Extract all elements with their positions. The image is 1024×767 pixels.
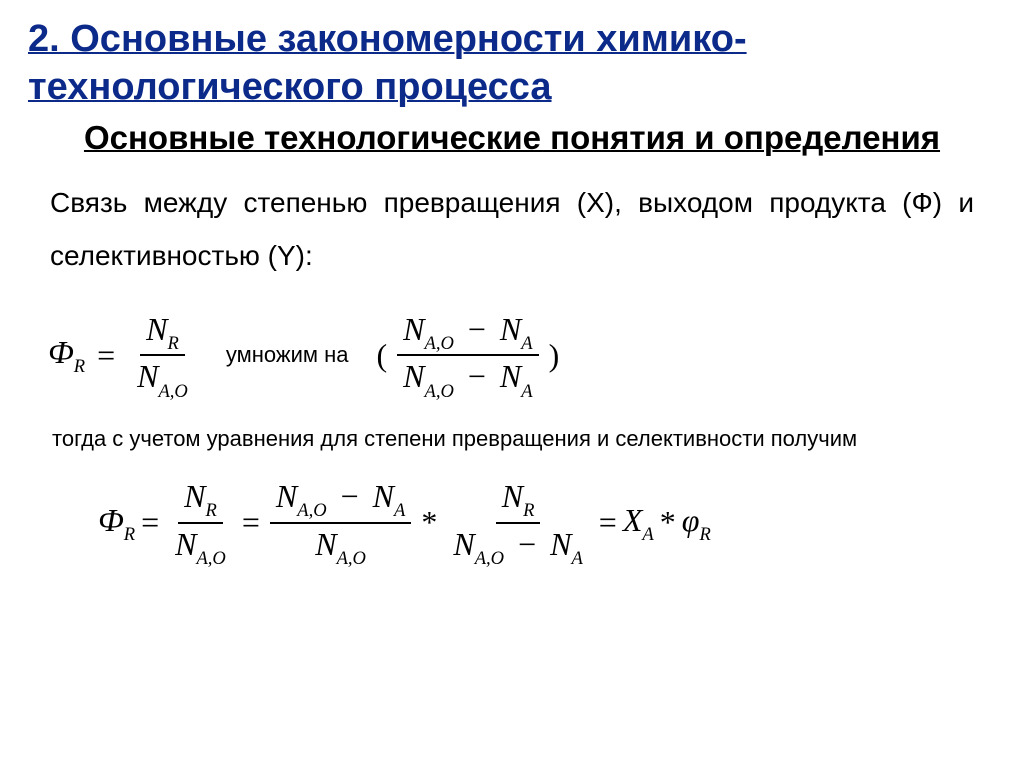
eq2-x-sym: X bbox=[623, 502, 643, 538]
eq2-frac-2: NA,O − NA NA,O bbox=[270, 478, 411, 567]
slide: 2. Основные закономерности химико-технол… bbox=[0, 0, 1024, 767]
eq2-f1-den-sym: N bbox=[175, 526, 196, 562]
phi-sub: R bbox=[74, 356, 85, 377]
fraction-1: NR NA,O bbox=[131, 311, 194, 400]
eq2-equals-2: = bbox=[236, 504, 266, 541]
frac2-den-r-sym: N bbox=[500, 358, 521, 394]
eq2-f2-num-l-sub: A,O bbox=[297, 500, 326, 521]
paren-open: ( bbox=[377, 337, 388, 374]
multiply-label: умножим на bbox=[226, 342, 349, 368]
equation-phi-r: ФR = NR NA,O bbox=[48, 311, 198, 400]
eq2-phi-sub: R bbox=[699, 524, 710, 545]
frac2-num-r-sub: A bbox=[521, 333, 532, 354]
frac2-num-r-sym: N bbox=[500, 311, 521, 347]
subtitle: Основные технологические понятия и опред… bbox=[48, 117, 976, 158]
derivation-note: тогда с учетом уравнения для степени пре… bbox=[52, 426, 986, 452]
minus-1: − bbox=[462, 311, 500, 347]
phi-symbol: Ф bbox=[48, 334, 74, 370]
eq2-equals-3: = bbox=[593, 504, 623, 541]
frac1-den-sym: N bbox=[137, 358, 158, 394]
eq2-f3-den-r-sub: A bbox=[571, 548, 582, 569]
main-title: 2. Основные закономерности химико-технол… bbox=[28, 16, 996, 111]
eq2-f2-num-l-sym: N bbox=[276, 478, 297, 514]
eq2-phi-sym: φ bbox=[682, 502, 700, 538]
eq2-f3-den-l-sub: A,O bbox=[475, 548, 504, 569]
eq2-f2-num-r-sym: N bbox=[373, 478, 394, 514]
eq2-lhs-sub: R bbox=[124, 524, 135, 545]
equation-row-2: ФR = NR NA,O = NA,O − NA NA,O * NR NA,O … bbox=[98, 478, 996, 567]
paren-close: ) bbox=[549, 337, 560, 374]
eq2-f2-den-sym: N bbox=[315, 526, 336, 562]
eq2-f2-den-sub: A,O bbox=[337, 548, 366, 569]
fraction-2: NA,O − NA NA,O − NA bbox=[397, 311, 538, 400]
eq2-f1-num-sym: N bbox=[184, 478, 205, 514]
eq2-equals-1: = bbox=[135, 504, 165, 541]
eq2-mult-2: * bbox=[654, 504, 682, 541]
eq2-f3-den-l-sym: N bbox=[453, 526, 474, 562]
frac2-den-l-sym: N bbox=[403, 358, 424, 394]
frac2-den-l-sub: A,O bbox=[425, 381, 454, 402]
eq2-f1-den-sub: A,O bbox=[196, 548, 225, 569]
minus-2: − bbox=[462, 358, 500, 394]
equation-row-1: ФR = NR NA,O умножим на ( NA,O − NA NA,O… bbox=[48, 311, 996, 400]
eq2-f1-num-sub: R bbox=[205, 500, 216, 521]
frac1-num-sub: R bbox=[167, 333, 178, 354]
eq2-x-sub: A bbox=[642, 524, 653, 545]
eq2-mult-1: * bbox=[415, 504, 443, 541]
eq2-f3-num-sym: N bbox=[502, 478, 523, 514]
eq2-minus-1: − bbox=[335, 478, 373, 514]
frac1-num-sym: N bbox=[146, 311, 167, 347]
eq2-minus-2: − bbox=[512, 526, 550, 562]
frac2-den-r-sub: A bbox=[521, 381, 532, 402]
eq2-frac-1: NR NA,O bbox=[169, 478, 232, 567]
eq2-f2-num-r-sub: A bbox=[394, 500, 405, 521]
frac2-num-l-sym: N bbox=[403, 311, 424, 347]
eq2-lhs-sym: Ф bbox=[98, 502, 124, 538]
body-paragraph: Связь между степенью превращения (X), вы… bbox=[50, 176, 974, 282]
eq2-f3-num-sub: R bbox=[523, 500, 534, 521]
eq2-f3-den-r-sym: N bbox=[550, 526, 571, 562]
frac1-den-sub: A,O bbox=[158, 381, 187, 402]
equals-sign: = bbox=[91, 337, 121, 374]
frac2-num-l-sub: A,O bbox=[425, 333, 454, 354]
equation-factor: ( NA,O − NA NA,O − NA ) bbox=[377, 311, 560, 400]
eq2-frac-3: NR NA,O − NA bbox=[447, 478, 588, 567]
